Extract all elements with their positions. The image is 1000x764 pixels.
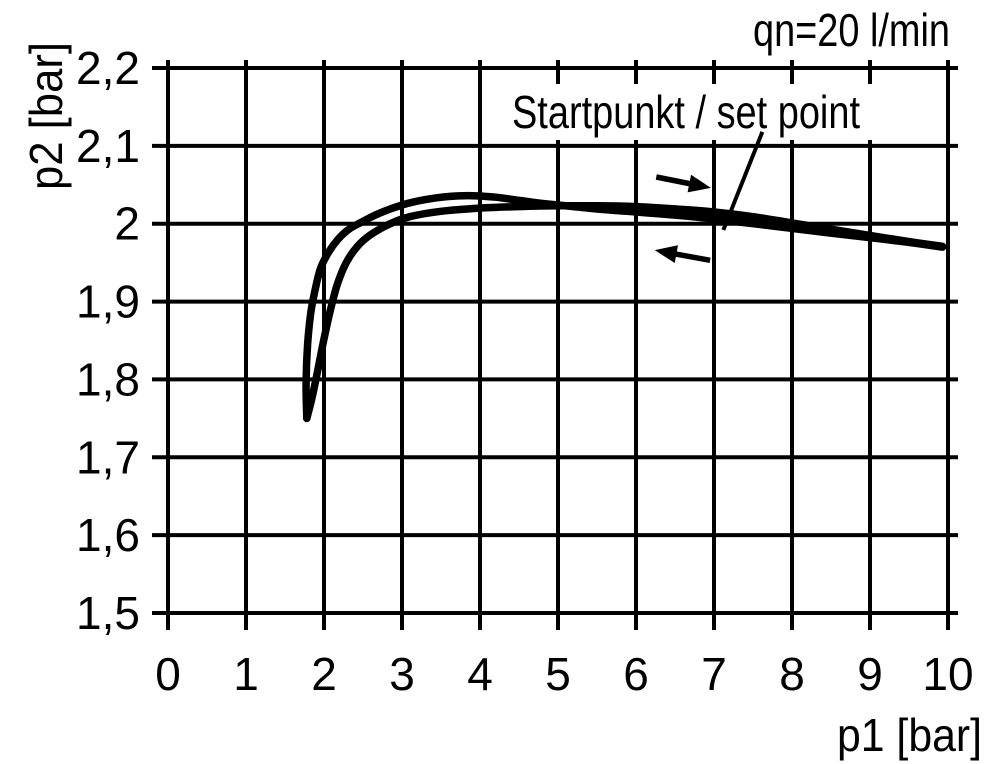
- y-tick-label: 2: [114, 198, 140, 250]
- y-tick-label: 2,1: [76, 120, 140, 172]
- set-point-label-background: [503, 84, 879, 140]
- x-axis-label: p1 [bar]: [837, 709, 982, 761]
- y-axis-label: p2 [bar]: [20, 42, 72, 190]
- direction-arrow-left-head: [654, 245, 678, 263]
- x-tick-label: 3: [389, 648, 415, 700]
- x-tick-label: 8: [779, 648, 805, 700]
- y-tick-label: 1,7: [76, 431, 140, 483]
- x-tick-label: 9: [857, 648, 883, 700]
- y-tick-label: 2,2: [76, 42, 140, 94]
- curves: [302, 191, 947, 423]
- y-tick-label: 1,9: [76, 276, 140, 328]
- direction-arrow-right-head: [687, 174, 711, 193]
- x-tick-label: 5: [545, 648, 571, 700]
- x-tick-label: 0: [155, 648, 181, 700]
- curve-left-direction: [302, 191, 947, 423]
- x-tick-label: 6: [623, 648, 649, 700]
- x-tick-label: 10: [922, 648, 973, 700]
- tick-labels: 0 1 2 3 4 5 6 7 8 9 102,22,121,91,81,71,61,5: [76, 42, 974, 700]
- grid: [152, 60, 958, 630]
- annotations: [654, 131, 765, 264]
- y-tick-label: 1,6: [76, 509, 140, 561]
- x-tick-label: 2: [311, 648, 337, 700]
- y-tick-label: 1,5: [76, 587, 140, 639]
- chart-title: qn=20 l/min: [753, 4, 950, 56]
- curve-right-direction: [303, 201, 947, 423]
- x-tick-label: 7: [701, 648, 727, 700]
- x-tick-label: 1: [233, 648, 259, 700]
- direction-arrow-right-shaft: [655, 174, 694, 188]
- direction-arrow-left-shaft: [671, 250, 711, 264]
- x-tick-label: 4: [467, 648, 493, 700]
- set-point-label: Startpunkt / set point: [512, 86, 860, 138]
- y-tick-label: 1,8: [76, 353, 140, 405]
